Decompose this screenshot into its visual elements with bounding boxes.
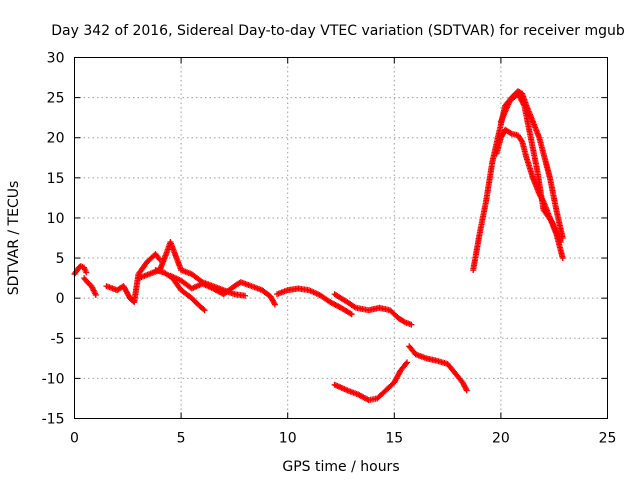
tick-labels: 0 5 10 15 20 25 -15 -10 -5 0 5 10 15 20 25 30 — [42, 51, 617, 447]
data-point — [83, 269, 90, 276]
data-point — [463, 387, 470, 394]
series-arc-13 — [497, 90, 564, 246]
data-point — [557, 239, 564, 246]
chart-title: Day 342 of 2016, Sidereal Day-to-day VTE… — [51, 23, 625, 39]
series-arc-1 — [71, 263, 90, 278]
data-point — [92, 291, 99, 298]
y-tick-label: 20 — [47, 131, 65, 147]
series-arc-3 — [103, 251, 163, 306]
series-arc-8 — [331, 291, 415, 328]
y-tick-label: 15 — [47, 171, 65, 187]
y-tick-label: 25 — [47, 91, 65, 107]
y-axis-label: SDTVAR / TECUs — [6, 181, 22, 296]
y-tick-label: -5 — [51, 331, 65, 347]
x-tick-label: 25 — [599, 431, 617, 447]
y-tick-label: 5 — [56, 251, 65, 267]
data-point — [463, 386, 470, 393]
data-point — [242, 292, 249, 299]
x-tick-label: 0 — [70, 431, 79, 447]
x-tick-label: 20 — [492, 431, 510, 447]
series-arc-11 — [470, 88, 566, 274]
series-arc-6 — [167, 272, 278, 308]
plot-frame — [74, 57, 608, 419]
data-point — [348, 311, 355, 318]
series-arc-5 — [152, 267, 208, 314]
data-point — [404, 359, 411, 366]
series-arc-9 — [331, 359, 411, 404]
series-arc-2 — [81, 275, 99, 298]
data-point — [520, 101, 527, 108]
x-tick-label: 5 — [177, 431, 186, 447]
y-tick-label: 30 — [47, 51, 65, 67]
series-arc-10 — [406, 343, 470, 394]
data-point — [200, 306, 207, 313]
y-tick-label: -10 — [42, 371, 65, 387]
data-point — [518, 137, 525, 144]
y-tick-label: 10 — [47, 211, 65, 227]
data-point — [347, 310, 354, 317]
data-point — [271, 301, 278, 308]
y-tick-label: -15 — [42, 412, 65, 428]
data-point — [559, 255, 566, 262]
y-tick-label: 0 — [56, 291, 65, 307]
data-point — [408, 321, 415, 328]
series-arc-7 — [274, 285, 355, 318]
data-points — [71, 88, 566, 404]
data-point — [271, 300, 278, 307]
data-point — [201, 307, 208, 314]
x-tick-label: 15 — [385, 431, 403, 447]
data-point — [507, 129, 514, 136]
data-point — [403, 360, 410, 367]
x-tick-label: 10 — [279, 431, 297, 447]
x-axis-label: GPS time / hours — [282, 459, 399, 475]
